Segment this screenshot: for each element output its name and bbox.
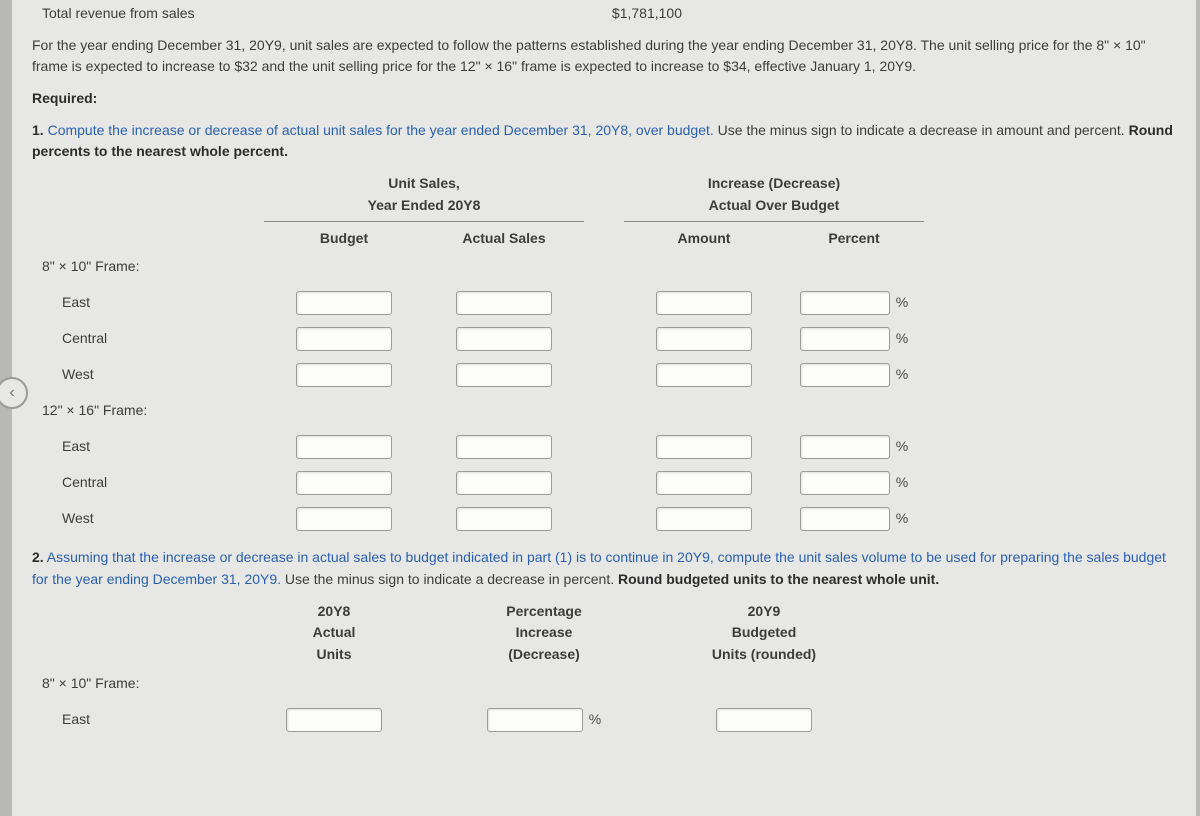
percent-sign: % [896,364,908,386]
q2-col-au-l2: Actual [234,622,434,644]
percent-sign: % [896,292,908,314]
q1-percent-input[interactable] [800,435,890,459]
percent-sign: % [896,328,908,350]
q2-actual-units-input[interactable] [286,708,382,732]
q1-data-row: East% [34,429,1184,465]
q2-col-au-l3: Units [234,644,434,666]
q1-amount-input[interactable] [656,471,752,495]
q2-col-bu-l3: Units (rounded) [654,644,874,666]
q2-col-bu-l2: Budgeted [654,622,874,644]
q1-actual-input[interactable] [456,327,552,351]
q1-hdr-year: Year Ended 20Y8 [264,195,584,222]
percent-sign: % [896,436,908,458]
q2-tail-text: Use the minus sign to indicate a decreas… [281,571,618,587]
percent-sign: % [896,508,908,530]
worksheet-page: Total revenue from sales $1,781,100 For … [12,0,1196,816]
q1-row-label: West [34,508,264,530]
q1-budget-input[interactable] [296,435,392,459]
q1-table: Unit Sales, Year Ended 20Y8 Increase (De… [34,173,1184,537]
percent-sign: % [896,472,908,494]
q1-percent-input[interactable] [800,471,890,495]
q1-amount-input[interactable] [656,363,752,387]
q2-percent-input[interactable] [487,708,583,732]
q1-percent-input[interactable] [800,363,890,387]
q1-budget-input[interactable] [296,507,392,531]
question-1-prompt: 1. Compute the increase or decrease of a… [32,120,1184,163]
q1-link-text[interactable]: Compute the increase or decrease of actu… [44,122,714,138]
q1-hdr-actual-over: Actual Over Budget [624,195,924,222]
q1-percent-input[interactable] [800,507,890,531]
q1-group-title: 8" × 10" Frame: [34,256,264,278]
q1-amount-input[interactable] [656,507,752,531]
q1-budget-input[interactable] [296,363,392,387]
q1-header-row2: Budget Actual Sales Amount Percent [34,228,1184,250]
q1-actual-input[interactable] [456,507,552,531]
revenue-row: Total revenue from sales $1,781,100 [32,3,1184,25]
q1-actual-input[interactable] [456,291,552,315]
q1-data-row: Central% [34,321,1184,357]
q1-row-label: Central [34,472,264,494]
revenue-value: $1,781,100 [542,3,682,25]
q1-amount-input[interactable] [656,291,752,315]
q1-budget-input[interactable] [296,291,392,315]
q1-row-label: East [34,292,264,314]
q1-col-percent: Percent [784,228,924,250]
q1-row-label: West [34,364,264,386]
q1-percent-input[interactable] [800,327,890,351]
q1-amount-input[interactable] [656,327,752,351]
q2-data-row: East% [34,702,1184,738]
q1-budget-input[interactable] [296,471,392,495]
q2-budgeted-units-input[interactable] [716,708,812,732]
question-2-prompt: 2. Assuming that the increase or decreas… [32,547,1184,590]
q1-header-row1: Unit Sales, Year Ended 20Y8 Increase (De… [34,173,1184,227]
q1-percent-input[interactable] [800,291,890,315]
q2-col-pi-l2: Increase [434,622,654,644]
q1-hdr-unit-sales: Unit Sales, [264,173,584,195]
q1-number: 1. [32,122,44,138]
q1-data-row: East% [34,285,1184,321]
q2-row-label: East [34,709,234,731]
q1-col-actual: Actual Sales [424,228,584,250]
q2-bold-text: Round budgeted units to the nearest whol… [618,571,939,587]
q1-col-budget: Budget [264,228,424,250]
q2-col-pi-l3: (Decrease) [434,644,654,666]
q2-number: 2. [32,549,44,565]
q1-hdr-incdec: Increase (Decrease) [624,173,924,195]
q1-row-label: East [34,436,264,458]
q2-group-title: 8" × 10" Frame: [34,673,234,695]
required-heading: Required: [32,88,1184,110]
q1-row-label: Central [34,328,264,350]
q2-table: 20Y8 Actual Units Percentage Increase (D… [34,601,1184,738]
q2-col-bu-l1: 20Y9 [654,601,874,623]
revenue-label: Total revenue from sales [42,3,542,25]
chevron-left-icon: ‹ [9,381,14,406]
q1-actual-input[interactable] [456,471,552,495]
q1-actual-input[interactable] [456,363,552,387]
q2-header-row: 20Y8 Actual Units Percentage Increase (D… [34,601,1184,666]
q2-col-au-l1: 20Y8 [234,601,434,623]
q1-data-row: Central% [34,465,1184,501]
q1-group-header: 8" × 10" Frame: [34,249,1184,285]
q2-group-header: 8" × 10" Frame: [34,666,1184,702]
scenario-paragraph: For the year ending December 31, 20Y9, u… [32,35,1184,78]
q1-group-header: 12" × 16" Frame: [34,393,1184,429]
q1-tail-text: Use the minus sign to indicate a decreas… [714,122,1129,138]
prev-page-button[interactable]: ‹ [0,377,28,409]
q1-actual-input[interactable] [456,435,552,459]
q1-group-title: 12" × 16" Frame: [34,400,264,422]
percent-sign: % [589,709,601,731]
q1-data-row: West% [34,501,1184,537]
q1-data-row: West% [34,357,1184,393]
q1-amount-input[interactable] [656,435,752,459]
q2-col-pi-l1: Percentage [434,601,654,623]
q1-col-amount: Amount [624,228,784,250]
q1-budget-input[interactable] [296,327,392,351]
